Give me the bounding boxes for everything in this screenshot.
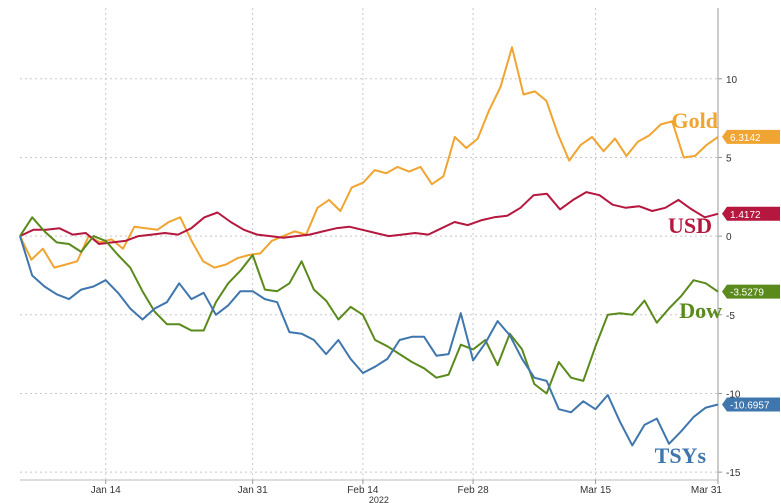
- y-tick-label: 0: [726, 232, 732, 243]
- series-names: Gold USD Dow TSYs: [655, 108, 722, 468]
- value-badge-gold: [722, 129, 780, 144]
- x-axis: Jan 14 Jan 31 Feb 14 Feb 28 Mar 15 Mar 31: [91, 480, 723, 496]
- value-badge-usd: [722, 206, 780, 221]
- series-name-usd: USD: [668, 213, 712, 238]
- x-tick-label: Mar 31: [691, 485, 723, 496]
- value-badge-label-gold: 6.3142: [730, 133, 761, 144]
- x-tick-label: Mar 15: [580, 485, 612, 496]
- series-name-dow: Dow: [679, 298, 722, 323]
- value-badge-label-dow: -3.5279: [730, 288, 764, 299]
- value-badges: 6.3142 1.4172 -3.5279 -10.6957: [722, 129, 780, 412]
- y-tick-label: 5: [726, 153, 732, 164]
- y-axis: 10 5 0 -5 -10 -15: [718, 75, 741, 479]
- value-badge-label-tsys: -10.6957: [730, 400, 770, 411]
- series-lines: [19, 46, 719, 447]
- series-line-tsys: [19, 235, 719, 447]
- x-tick-label: Feb 14: [347, 485, 379, 496]
- series-line-gold: [19, 46, 719, 269]
- series-name-gold: Gold: [672, 108, 718, 133]
- x-tick-label: Jan 31: [238, 485, 268, 496]
- value-badge-label-usd: 1.4172: [730, 210, 761, 221]
- x-tick-label: Jan 14: [91, 485, 121, 496]
- plot-frame: [20, 8, 719, 481]
- y-tick-label: -5: [726, 311, 735, 322]
- y-tick-label: -15: [726, 468, 741, 479]
- value-badge-dow: [722, 284, 780, 299]
- y-tick-label: -10: [726, 389, 741, 400]
- year-label: 2022: [369, 495, 389, 503]
- y-tick-label: 10: [726, 75, 738, 86]
- value-badge-tsys: [722, 397, 780, 412]
- series-line-usd: [19, 191, 719, 245]
- series-line-dow: [19, 216, 719, 395]
- x-tick-label: Feb 28: [458, 485, 490, 496]
- series-name-tsys: TSYs: [655, 443, 707, 468]
